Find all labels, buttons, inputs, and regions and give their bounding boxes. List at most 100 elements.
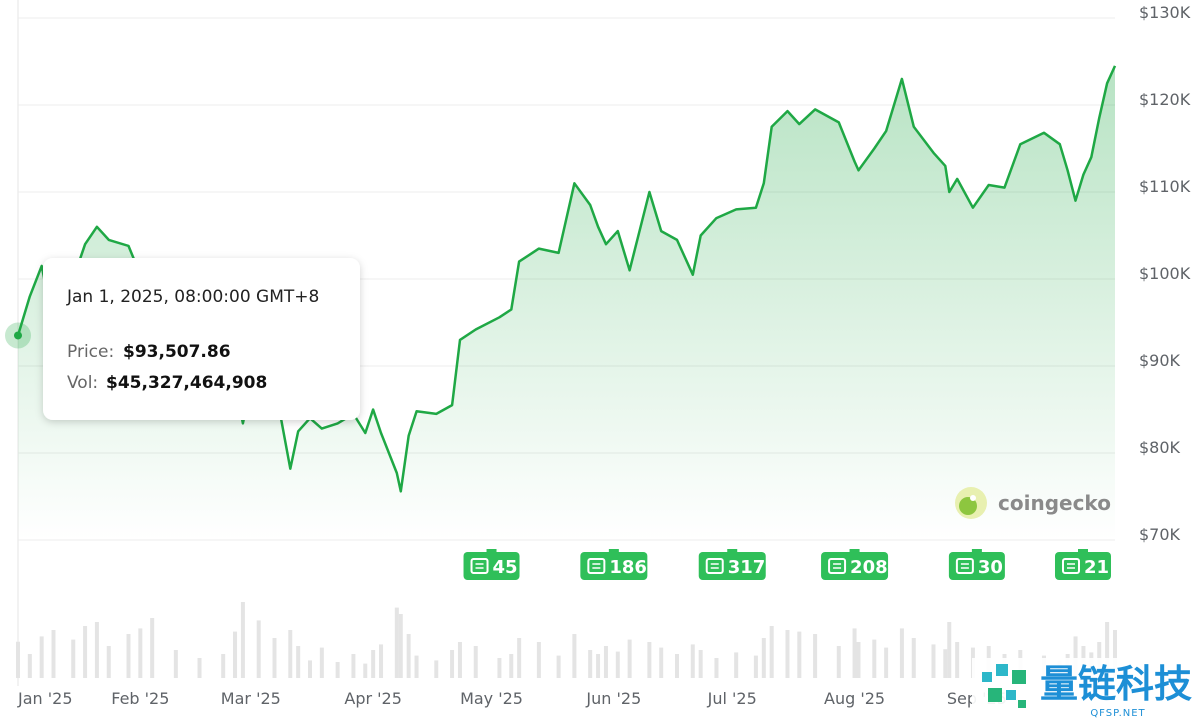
y-tick-label: $120K [1139, 90, 1191, 109]
volume-bar [150, 618, 155, 678]
volume-bar [27, 654, 32, 678]
volume-bar [674, 654, 679, 678]
volume-bar [83, 626, 88, 678]
volume-bar [943, 649, 948, 678]
volume-bar [615, 651, 620, 678]
volume-bar [221, 654, 226, 678]
news-badge-notch [849, 549, 860, 554]
volume-bar [603, 646, 608, 678]
news-icon [705, 558, 724, 574]
volume-bar [335, 662, 340, 678]
news-badge[interactable]: 30 [948, 549, 1005, 580]
news-badge[interactable]: 45 [463, 549, 520, 580]
news-badge-notch [727, 549, 738, 554]
volume-bar [434, 660, 439, 678]
x-tick-label: Jan '25 [17, 689, 73, 708]
tooltip-vol: $45,327,464,908 [106, 373, 267, 393]
volume-bar [450, 650, 455, 678]
price-area [18, 65, 1115, 541]
news-badge-notch [486, 549, 497, 554]
brand-name: 量链科技 [1040, 662, 1192, 706]
volume-bars [16, 602, 1117, 678]
brand-icon [1006, 690, 1016, 700]
volume-bar [659, 647, 664, 678]
news-badge-notch [1078, 549, 1088, 554]
volume-bar [233, 631, 238, 678]
tooltip-price: $93,507.86 [123, 342, 231, 362]
volume-bar [319, 647, 324, 678]
volume-bar [363, 663, 368, 678]
volume-bar [371, 650, 376, 678]
news-count: 21 [1084, 557, 1109, 578]
news-badge[interactable]: 208 [821, 549, 889, 580]
volume-bar [734, 652, 739, 678]
news-icon [828, 558, 847, 574]
volume-bar [406, 634, 411, 678]
volume-bar [769, 626, 774, 678]
volume-bar [71, 639, 76, 678]
volume-bar [16, 641, 20, 678]
volume-bar [126, 634, 131, 678]
volume-bar [39, 636, 44, 678]
y-tick-label: $130K [1139, 3, 1191, 22]
volume-bar [536, 642, 541, 678]
volume-bar [106, 646, 111, 678]
brand-icon [996, 664, 1008, 676]
coingecko-logo: coingecko [955, 487, 1111, 519]
news-count: 317 [728, 557, 766, 578]
volume-bar [173, 650, 178, 678]
news-badge[interactable]: 317 [698, 549, 766, 580]
news-icon [955, 558, 974, 574]
volume-bar [398, 614, 403, 678]
news-icon [587, 558, 606, 574]
volume-bar [884, 647, 889, 678]
volume-bar [588, 650, 593, 678]
volume-bar [414, 655, 419, 678]
brand-icon [1012, 670, 1026, 684]
hover-point [14, 331, 22, 340]
volume-bar [627, 639, 632, 678]
news-count: 186 [609, 557, 647, 578]
y-tick-label: $70K [1139, 525, 1181, 544]
volume-bar [836, 646, 841, 678]
volume-bar [931, 644, 936, 678]
tooltip-vol-label: Vol: [67, 373, 98, 393]
news-badges: 45 186 317 208 30 21 [463, 549, 1111, 580]
volume-bar [394, 607, 399, 678]
volume-bar [497, 658, 502, 678]
volume-bar [761, 638, 766, 678]
volume-bar [955, 642, 960, 678]
brand-icon [988, 688, 1002, 702]
y-tick-label: $90K [1139, 351, 1181, 370]
volume-bar [288, 630, 293, 678]
x-tick-label: Mar '25 [221, 689, 281, 708]
volume-bar [852, 628, 857, 678]
volume-bar [785, 630, 790, 678]
volume-bar [240, 602, 245, 678]
brand-overlay: 量链科技 QFSP.NET [972, 658, 1200, 721]
news-count: 208 [850, 557, 888, 578]
volume-bar [509, 654, 514, 678]
ticks: $70K $80K $90K $100K $110K $120K $130K Jan '25 F… [17, 3, 1191, 708]
volume-bar [698, 650, 703, 678]
news-icon [470, 558, 489, 574]
volume-bar [457, 642, 462, 678]
volume-bar [256, 620, 261, 678]
x-tick-label: May '25 [460, 689, 523, 708]
volume-bar [856, 642, 861, 678]
news-badge[interactable]: 186 [580, 549, 648, 580]
y-tick-label: $100K [1139, 264, 1191, 283]
volume-bar [351, 654, 356, 678]
news-badge[interactable]: 21 [1055, 549, 1111, 580]
volume-bar [94, 622, 99, 678]
volume-bar [379, 644, 384, 678]
volume-bar [308, 660, 313, 678]
news-icon [1062, 558, 1080, 574]
volume-bar [947, 622, 952, 678]
x-tick-label: Jun '25 [585, 689, 641, 708]
x-tick-label: Feb '25 [111, 689, 169, 708]
brand-site: QFSP.NET [1090, 708, 1145, 719]
volume-bar [473, 646, 478, 678]
volume-bar [556, 655, 561, 678]
